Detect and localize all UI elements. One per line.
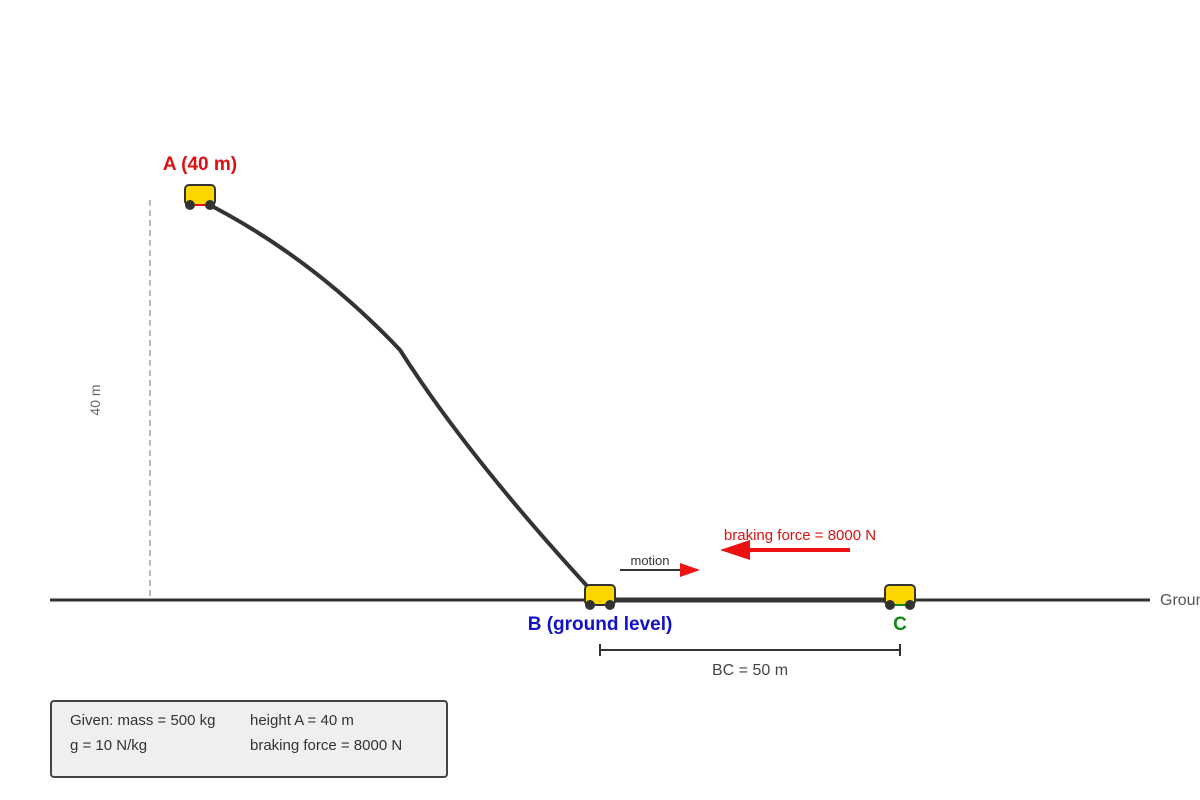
point-a-label: A (40 m) — [163, 154, 237, 175]
motion-label: motion — [630, 553, 669, 568]
cart-c — [884, 584, 916, 610]
given-gravity: g = 10 N/kg — [70, 737, 148, 754]
given-mass: Given: mass = 500 kg — [70, 712, 216, 729]
cart-b — [584, 584, 616, 610]
motion-arrow — [620, 563, 700, 577]
bc-dimension-line — [599, 644, 901, 656]
cart-a — [184, 184, 216, 210]
point-c-label: C — [893, 614, 907, 635]
given-braking: braking force = 8000 N — [250, 737, 403, 754]
braking-force-label: braking force = 8000 N — [724, 527, 876, 544]
braking-force-arrow — [720, 540, 850, 560]
ground-label: Ground — [1160, 592, 1200, 609]
slope-track — [198, 198, 602, 602]
height-marker-label: 40 m — [87, 384, 103, 415]
given-info-box: Given: mass = 500 kg height A = 40 m g =… — [50, 700, 448, 778]
bc-dimension-label: BC = 50 m — [712, 662, 788, 679]
point-b-label: B (ground level) — [528, 614, 673, 635]
given-height: height A = 40 m — [250, 712, 354, 729]
